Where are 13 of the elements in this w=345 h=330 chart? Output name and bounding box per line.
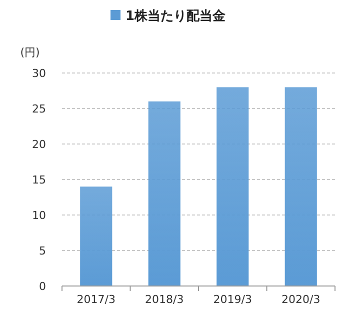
y-tick-label: 30: [32, 67, 46, 80]
legend-label: 1株当たり配当金: [126, 9, 227, 24]
y-tick-label: 20: [32, 138, 46, 151]
y-tick-label: 10: [32, 209, 46, 222]
y-tick-label: 25: [32, 102, 46, 116]
x-tick-label: 2017/3: [76, 293, 116, 306]
y-tick-label: 5: [39, 244, 46, 258]
y-tick-label: 0: [39, 280, 46, 293]
x-tick-label: 2020/3: [282, 293, 320, 306]
y-tick-label: 15: [32, 174, 46, 186]
x-tick-label: 2019/3: [213, 293, 252, 306]
x-tick-label: 2018/3: [145, 293, 184, 306]
y-axis-title: (円): [20, 46, 40, 59]
